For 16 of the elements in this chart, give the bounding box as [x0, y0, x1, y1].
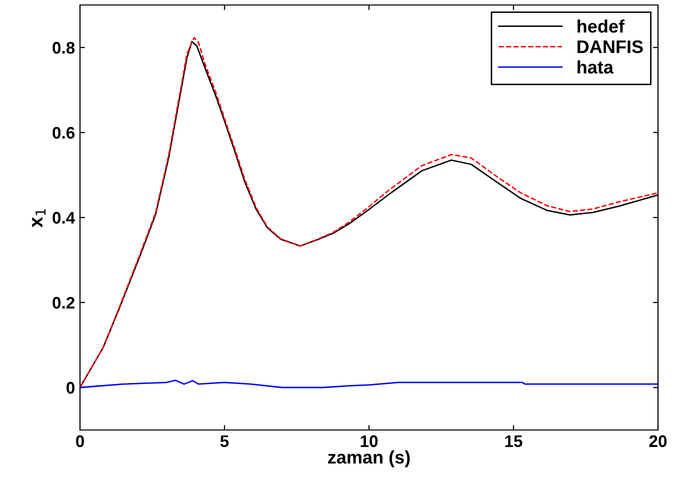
x-tick-label: 5 — [220, 435, 229, 448]
y-tick-label: 0.8 — [52, 42, 75, 54]
y-tick-label: 0.4 — [52, 212, 76, 224]
legend-label: hata — [578, 60, 614, 74]
y-tick-label: 0 — [66, 382, 74, 394]
x-axis-title: zaman (s) — [328, 450, 410, 468]
legend-label: hedef — [578, 19, 625, 33]
y-tick-label: 0.6 — [52, 126, 75, 139]
line-series — [80, 380, 658, 388]
x-tick-label: 10 — [360, 435, 378, 448]
y-tick-label: 0.2 — [52, 296, 74, 309]
x-tick-label: 0 — [76, 435, 84, 448]
legend-label: DANFIS — [578, 40, 643, 54]
x-tick-label: 20 — [649, 435, 667, 448]
y-axis-title: x$_{1}$ — [32, 209, 46, 228]
x-tick-label: 15 — [505, 435, 522, 448]
